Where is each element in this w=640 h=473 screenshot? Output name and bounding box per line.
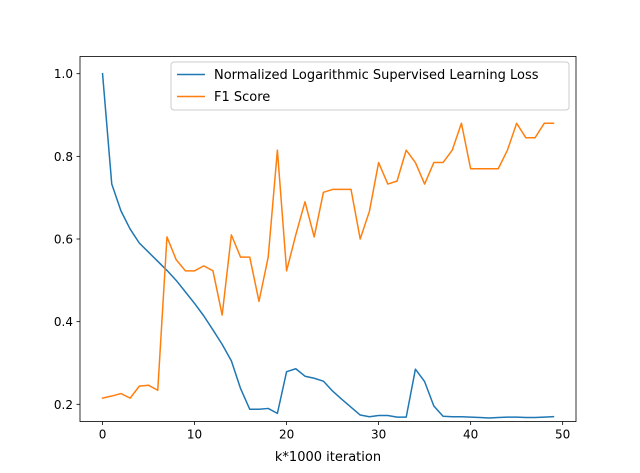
x-tick-label: 10 [187,428,202,442]
x-tick-label: 0 [99,428,107,442]
y-tick-label: 0.8 [54,150,73,164]
legend-frame [170,61,570,111]
x-tick-label: 40 [463,428,478,442]
x-axis-label: k*1000 iteration [275,450,381,465]
legend-label-f1: F1 Score [214,90,270,105]
y-tick-label: 1.0 [54,67,73,81]
series-layer [101,72,555,419]
plot-area [80,56,576,422]
legend: Normalized Logarithmic Supervised Learni… [170,61,570,111]
series-line-1 [101,122,555,400]
x-tick-label: 20 [279,428,294,442]
legend-label-loss: Normalized Logarithmic Supervised Learni… [214,68,539,83]
y-tick-label: 0.4 [54,315,73,329]
x-tick-label: 30 [371,428,386,442]
x-tick-label: 50 [555,428,570,442]
y-tick-label: 0.6 [54,233,73,247]
y-axis-ticks: 0.2 0.4 0.6 0.8 1.0 [54,67,80,412]
x-axis-ticks: 0 10 20 30 40 50 [99,421,570,442]
y-tick-label: 0.2 [54,398,73,412]
series-line-0 [101,72,555,419]
